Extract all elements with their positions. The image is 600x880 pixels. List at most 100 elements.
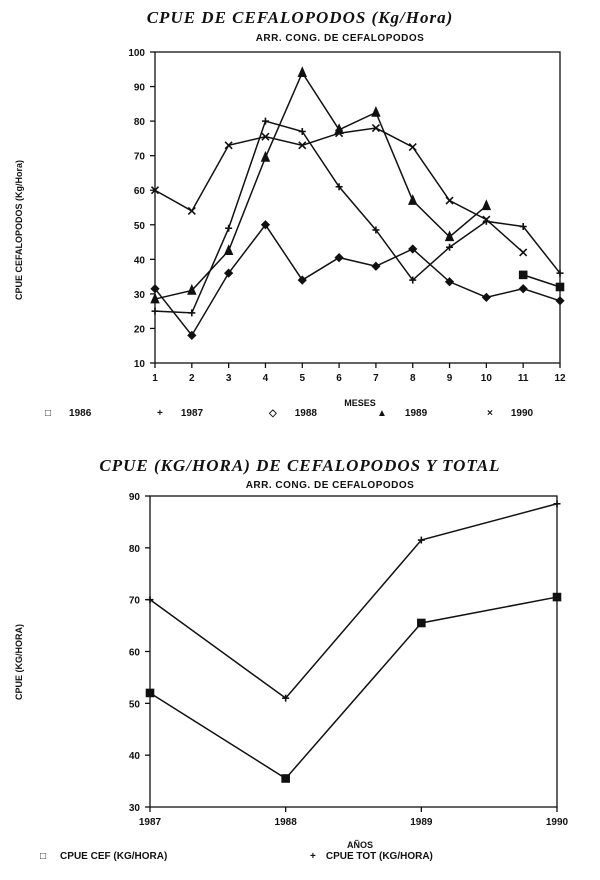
square-marker-icon [145,688,155,698]
plus-marker-icon [146,596,154,604]
chart2-subtitle: ARR. CONG. DE CEFALOPODOS [245,480,415,491]
plus-marker-icon: + [310,851,316,862]
legend-item-1990: × 1990 [487,408,533,419]
triangle-marker-icon [150,292,160,304]
x-tick-label: 2 [189,373,195,384]
series-cpue-tot-kg-hora- [146,500,561,702]
diamond-marker-icon [371,261,381,271]
chart2-legend: □ CPUE CEF (KG/HORA) + CPUE TOT (KG/HORA) [40,851,433,862]
square-marker-icon [555,282,565,292]
triangle-marker-icon [444,230,455,242]
x-marker-icon [150,186,160,195]
x-marker-icon [224,141,233,150]
y-tick-label: 70 [129,596,141,607]
plus-marker-icon [446,243,454,251]
plus-marker-icon: + [157,408,163,419]
triangle-marker-icon [223,244,234,255]
y-tick-label: 30 [129,803,141,814]
legend-label: 1986 [69,408,92,419]
y-tick-label: 90 [134,83,146,94]
chart2-x-axis-label: AÑOS [346,840,373,850]
square-marker-icon: □ [45,408,52,419]
triangle-marker-icon [297,66,307,78]
x-marker-icon [371,123,380,133]
y-tick-label: 70 [134,152,146,163]
plus-marker-icon [519,223,527,231]
legend-item-1988: ◇ 1988 [269,408,377,419]
y-tick-label: 80 [129,544,141,555]
series-1989 [150,66,492,304]
legend-label: 1989 [404,408,428,419]
x-tick-label: 6 [336,373,342,384]
y-tick-label: 10 [134,359,146,370]
triangle-marker-icon [481,199,492,211]
square-marker-icon [281,774,290,783]
diamond-marker-icon [187,330,197,340]
x-tick-label: 1987 [139,817,162,828]
legend-item-cpue-tot: + CPUE TOT (KG/HORA) [310,851,433,862]
y-tick-label: 60 [129,648,141,659]
legend-label: 1988 [294,408,317,419]
chart1-x-axis-label: MESES [344,398,376,408]
x-marker-icon [482,215,491,224]
diamond-marker-icon [334,252,344,263]
triangle-marker-icon: ▲ [377,408,387,419]
y-tick-label: 50 [134,221,146,232]
diamond-marker-icon [260,220,271,230]
x-marker-icon: × [487,408,493,419]
plus-marker-icon [298,127,306,135]
x-tick-label: 1989 [410,817,433,828]
diamond-marker-icon [297,275,307,285]
chart1-subtitle: ARR. CONG. DE CEFALOPODOS [255,33,425,44]
y-tick-label: 90 [129,492,141,503]
legend-label: CPUE TOT (KG/HORA) [325,851,433,862]
y-tick-label: 100 [128,48,145,59]
chart2-title: CPUE (KG/HORA) DE CEFALOPODOS Y TOTAL [99,456,501,475]
square-marker-icon [552,592,562,602]
x-marker-icon [445,196,454,205]
series-1988 [150,220,565,340]
legend-item-1986: □ 1986 [45,408,157,419]
plus-marker-icon [556,269,564,277]
diamond-marker-icon [481,292,491,302]
x-tick-label: 7 [373,373,379,384]
legend-label: CPUE CEF (KG/HORA) [60,851,168,862]
chart1-title: CPUE DE CEFALOPODOS (Kg/Hora) [146,8,454,27]
x-tick-label: 12 [554,373,566,384]
chart1-legend: □ 1986 +1987 ◇ 1988 ▲ 1989 × 1990 [45,408,533,419]
x-tick-label: 1 [152,373,158,384]
plot-frame [154,51,561,364]
plus-marker-icon [372,226,380,234]
square-marker-icon [518,270,528,280]
square-marker-icon [417,618,426,628]
x-marker-icon [187,206,196,216]
y-tick-label: 40 [129,751,141,762]
legend-item-cpue-cef: □ CPUE CEF (KG/HORA) [40,851,310,862]
diamond-marker-icon [444,277,455,287]
triangle-marker-icon [260,150,271,162]
plus-marker-icon [282,694,290,702]
triangle-marker-icon [187,283,197,295]
x-tick-label: 3 [226,373,232,384]
legend-item-1989: ▲ 1989 [377,408,487,419]
series-1986 [518,270,565,292]
plus-marker-icon [188,309,196,317]
diamond-marker-icon [224,268,234,278]
x-marker-icon [519,248,528,257]
plus-marker-icon [151,307,159,315]
x-tick-label: 5 [299,373,305,384]
x-tick-label: 9 [447,373,453,384]
square-marker-icon: □ [40,851,47,862]
diamond-marker-icon: ◇ [269,408,277,419]
plus-marker-icon [261,117,269,125]
plus-marker-icon [553,500,561,508]
y-tick-label: 30 [134,290,146,301]
triangle-marker-icon [371,105,381,117]
legend-label: 1987 [180,408,204,419]
x-tick-label: 8 [410,373,416,384]
diamond-marker-icon [150,284,160,294]
y-tick-label: 50 [129,699,141,710]
plus-marker-icon [409,276,417,284]
